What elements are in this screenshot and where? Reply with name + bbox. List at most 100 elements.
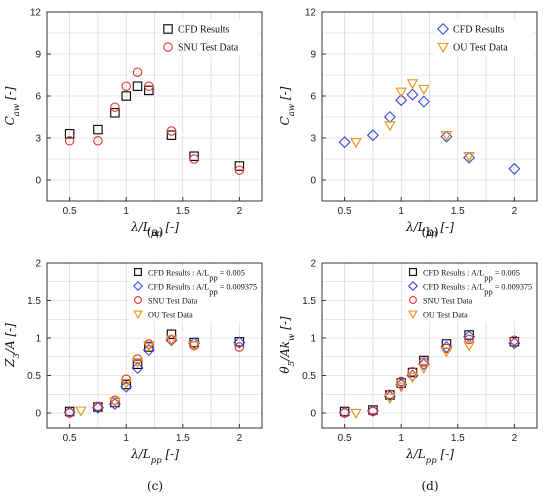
panel-label: (c): [147, 479, 163, 493]
y-tick-label: 12: [30, 8, 42, 19]
data-point: [440, 347, 453, 358]
x-tick-label: 1.5: [451, 433, 465, 444]
legend-marker: [134, 268, 142, 276]
x-tick-label: 1.5: [176, 433, 190, 444]
x-tick-label: 1: [123, 433, 129, 444]
data-point: [166, 126, 177, 136]
legend-box: [129, 264, 261, 322]
y-tick-label: 12: [305, 8, 317, 19]
x-axis-label: λ/Lpp [-]: [405, 220, 454, 239]
x-tick-label: 0.5: [63, 206, 77, 217]
data-point: [419, 357, 429, 367]
panel-label: (b): [421, 225, 438, 239]
data-point: [368, 406, 378, 417]
data-point: [189, 151, 199, 161]
data-point: [463, 341, 475, 352]
data-point: [395, 382, 407, 393]
legend: CFD Results SNU Test Data: [159, 19, 259, 57]
data-point: [166, 130, 177, 140]
x-tick-label: 1.5: [176, 206, 190, 217]
y-tick-label: 1: [310, 334, 316, 345]
data-point: [350, 138, 362, 149]
data-point: [366, 129, 379, 142]
legend-marker: [407, 280, 419, 292]
x-tick-label: 1: [123, 206, 129, 217]
chart-panel-3: 0.5 1 1.5 2 0 0.5 1 1.5 2 λ/Lpp [-] Z3/A [-] (c) CFD…: [3, 259, 263, 493]
legend-label: CFD Results: [178, 24, 230, 35]
legend-marker: [408, 310, 418, 320]
data-point: [406, 372, 419, 383]
data-point: [132, 359, 143, 369]
legend: CFD Results OU Test Data: [434, 19, 534, 57]
legend-label: SNU Test Data: [178, 42, 239, 53]
legend-marker: [437, 42, 449, 53]
data-point: [384, 121, 396, 132]
x-tick-label: 0.5: [338, 206, 352, 217]
data-point: [463, 152, 475, 163]
data-point: [110, 108, 120, 118]
plot-frame: [321, 11, 538, 202]
series-2: [350, 79, 475, 163]
legend-label: SNU Test Data: [423, 296, 473, 305]
legend-marker: [409, 268, 417, 276]
data-point: [395, 94, 408, 107]
data-point: [417, 358, 430, 371]
x-tick-label: 1: [398, 206, 404, 217]
data-point: [234, 161, 245, 171]
plot-frame: [46, 11, 263, 202]
x-tick-label: 2: [237, 433, 243, 444]
data-point: [165, 335, 178, 346]
y-tick-label: 0.5: [302, 371, 316, 382]
x-axis-label: λ/Lpp [-]: [130, 447, 179, 466]
panel-label: (a): [147, 225, 164, 239]
data-point: [93, 124, 103, 135]
y-tick-label: 0: [35, 176, 41, 187]
data-point: [234, 165, 245, 175]
legend-label: CFD Results : A/Lpp = 0.005: [148, 268, 245, 282]
data-point: [189, 154, 199, 164]
legend-label: OU Test Data: [148, 310, 193, 319]
data-point: [132, 67, 143, 77]
data-point: [75, 406, 87, 417]
x-tick-label: 2: [512, 433, 518, 444]
legend-box: [434, 19, 534, 57]
data-point: [509, 335, 520, 345]
data-point: [93, 401, 103, 411]
chart-panel-2: 0.5 1 1.5 2 0 3 6 9 12 λ/Lpp [-] Caw [-] (b) CFD Res…: [278, 8, 538, 239]
y-tick-label: 0: [35, 409, 41, 420]
series-2: [64, 67, 245, 175]
y-tick-label: 0: [310, 176, 316, 187]
legend-box: [404, 264, 536, 322]
data-point: [418, 363, 430, 374]
legend-marker: [134, 296, 142, 304]
y-tick-label: 1.5: [302, 296, 316, 307]
legend-box: [159, 19, 259, 57]
data-point: [121, 91, 131, 101]
legend-label: CFD Results: [453, 24, 505, 35]
data-point: [166, 329, 177, 339]
data-point: [418, 84, 430, 95]
y-tick-label: 6: [310, 92, 316, 103]
y-tick-label: 0: [310, 409, 316, 420]
data-point: [110, 102, 120, 112]
data-point: [142, 343, 155, 357]
x-tick-label: 2: [512, 206, 518, 217]
legend-marker: [409, 296, 417, 304]
data-point: [338, 136, 351, 149]
y-tick-label: 6: [35, 92, 41, 103]
y-tick-label: 3: [310, 134, 316, 145]
data-point: [406, 79, 419, 90]
series-4: [75, 335, 200, 417]
chart-panel-1: 0.5 1 1.5 2 0 3 6 9 12 λ/Lpp [-] Caw [-] (a) CFD Res…: [3, 8, 263, 239]
data-point: [339, 408, 350, 418]
x-tick-label: 1: [398, 433, 404, 444]
legend-label: CFD Results : A/Lpp = 0.005: [423, 268, 520, 282]
data-point: [350, 408, 362, 419]
y-tick-label: 9: [35, 50, 41, 61]
data-point: [508, 337, 521, 350]
x-tick-label: 0.5: [63, 433, 77, 444]
data-point: [120, 380, 133, 393]
